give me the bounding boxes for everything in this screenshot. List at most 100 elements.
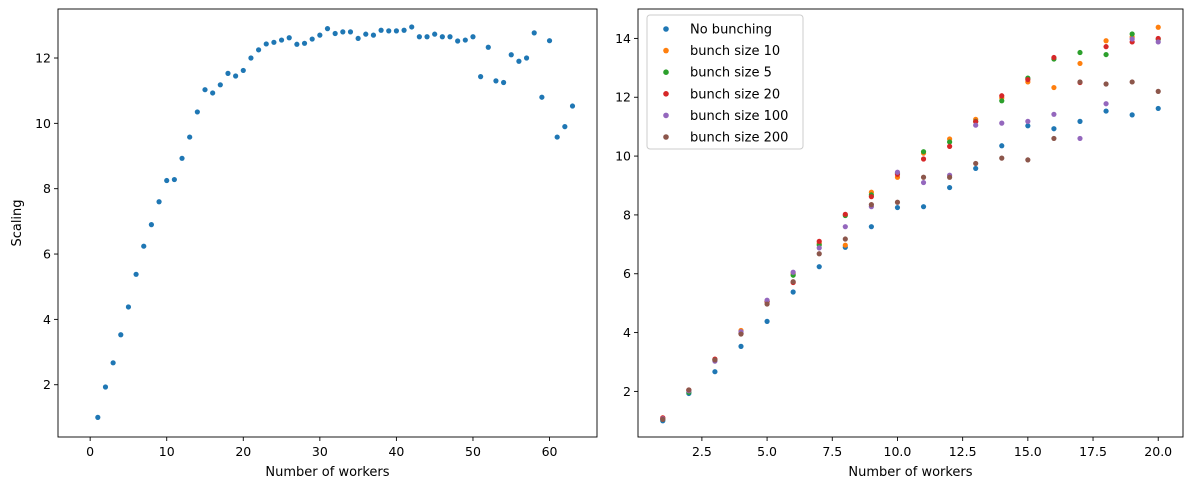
data-point xyxy=(999,93,1005,99)
data-point xyxy=(278,37,285,43)
legend-label: No bunching xyxy=(690,23,772,38)
y-tick-label: 8 xyxy=(43,181,51,196)
legend-label: bunch size 10 xyxy=(690,44,780,59)
data-point xyxy=(148,222,155,228)
left-points xyxy=(95,24,576,420)
data-point xyxy=(738,331,744,337)
legend-entries: No bunching bunch size 10 bunch size 5 bunc… xyxy=(663,23,788,146)
data-point xyxy=(546,38,553,44)
data-point xyxy=(1103,108,1109,114)
data-point xyxy=(1025,123,1031,129)
y-tick-label: 8 xyxy=(623,207,631,222)
data-point xyxy=(409,24,415,30)
data-point xyxy=(523,55,530,61)
data-point xyxy=(1077,135,1083,142)
data-point xyxy=(194,109,200,115)
x-tick-label: 10 xyxy=(159,444,175,459)
data-point xyxy=(225,70,231,76)
data-point xyxy=(493,78,499,84)
data-point xyxy=(868,194,874,200)
data-point xyxy=(973,160,979,167)
data-point xyxy=(1155,88,1161,94)
data-point xyxy=(920,174,927,180)
y-tick-label: 6 xyxy=(43,247,51,262)
data-point xyxy=(842,236,848,242)
data-point xyxy=(485,44,491,50)
data-point xyxy=(894,199,901,205)
x-tick-label: 2.5 xyxy=(692,444,712,459)
data-point xyxy=(470,34,476,40)
legend-label: bunch size 20 xyxy=(690,87,780,102)
data-point xyxy=(1155,24,1161,30)
x-tick-label: 10.0 xyxy=(884,444,912,459)
x-tick-label: 50 xyxy=(465,444,481,459)
data-point xyxy=(516,58,522,64)
legend-label: bunch size 200 xyxy=(690,131,788,146)
legend-label: bunch size 100 xyxy=(690,109,788,124)
data-point xyxy=(401,27,407,33)
data-point xyxy=(1077,49,1083,56)
data-point xyxy=(1051,111,1057,117)
data-point xyxy=(562,124,568,130)
data-point xyxy=(868,224,874,230)
data-point xyxy=(686,387,692,393)
data-point xyxy=(569,103,576,109)
data-point xyxy=(355,35,361,42)
data-point xyxy=(424,34,430,40)
data-point xyxy=(920,179,927,186)
data-point xyxy=(973,165,979,172)
data-point xyxy=(171,176,177,183)
data-point xyxy=(500,79,507,86)
data-point xyxy=(999,98,1005,104)
data-point xyxy=(294,41,300,47)
data-point xyxy=(868,202,874,208)
data-point xyxy=(764,318,770,324)
data-point xyxy=(324,26,331,32)
data-point xyxy=(1025,118,1031,124)
data-point xyxy=(816,245,822,251)
data-point xyxy=(255,47,262,53)
data-point xyxy=(920,204,927,210)
x-tick-label: 60 xyxy=(542,444,558,459)
data-point xyxy=(531,30,537,36)
data-point xyxy=(947,143,953,149)
data-point xyxy=(1103,44,1109,50)
data-point xyxy=(347,29,354,35)
data-point xyxy=(455,38,461,44)
right-ticks: 2.5 5.0 7.5 10.0 12.5 15.0 17.5 20.0 2 4 6 8 10 12 14 xyxy=(615,31,1172,459)
x-tick-label: 30 xyxy=(312,444,328,459)
data-point xyxy=(217,82,223,88)
data-point xyxy=(554,134,560,140)
data-point xyxy=(179,155,185,161)
data-point xyxy=(340,29,346,35)
data-point xyxy=(393,28,400,34)
x-tick-label: 0 xyxy=(86,444,94,459)
data-point xyxy=(1103,101,1109,107)
data-point xyxy=(1129,36,1135,42)
data-point xyxy=(999,120,1005,126)
data-point xyxy=(416,34,422,40)
data-point xyxy=(539,94,545,100)
data-point xyxy=(999,155,1005,161)
data-point xyxy=(263,41,269,47)
data-point xyxy=(1129,112,1135,118)
right-points xyxy=(660,24,1161,424)
data-point xyxy=(95,414,101,420)
data-point xyxy=(1155,39,1161,45)
left-plot-frame xyxy=(57,8,598,438)
data-point xyxy=(309,36,315,42)
data-point xyxy=(125,304,132,310)
y-tick-label: 4 xyxy=(43,312,51,327)
data-point xyxy=(1051,84,1057,91)
x-tick-label: 15.0 xyxy=(1014,444,1042,459)
legend-marker xyxy=(663,26,669,32)
left-ticks: 0 10 20 30 40 50 60 2 4 6 8 10 12 xyxy=(35,51,557,459)
data-point xyxy=(712,369,718,375)
data-point xyxy=(816,251,822,257)
data-point xyxy=(141,243,147,249)
data-point xyxy=(332,30,338,37)
data-point xyxy=(947,184,953,191)
data-point xyxy=(738,343,744,349)
